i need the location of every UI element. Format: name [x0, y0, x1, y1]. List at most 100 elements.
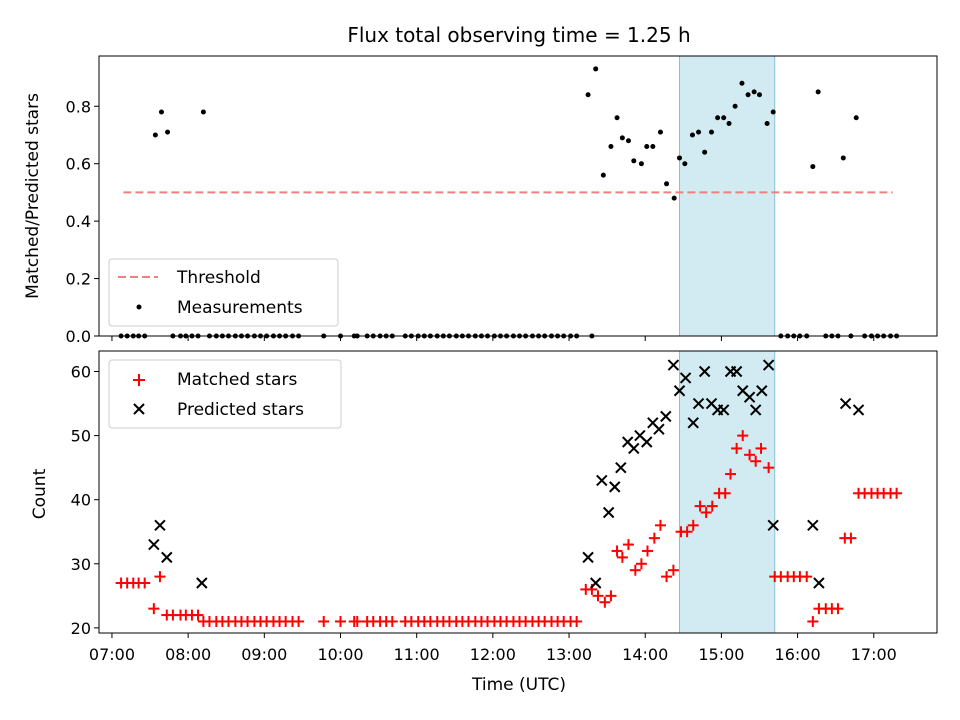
- matched-point: [605, 590, 617, 602]
- predicted-point: [582, 551, 594, 564]
- bottom-y-tick-label: 60: [71, 363, 91, 382]
- predicted-point: [749, 404, 762, 416]
- bottom-y-tick-label: 30: [71, 555, 91, 574]
- measurement-point: [853, 115, 859, 121]
- bottom-highlight-span: [679, 350, 776, 634]
- predicted-point: [813, 577, 825, 589]
- matched-point: [293, 615, 305, 627]
- predicted-point: [589, 577, 602, 589]
- measurement-point: [770, 109, 776, 115]
- matched-point: [386, 615, 398, 627]
- measurement-point: [158, 109, 164, 115]
- matched-point: [801, 571, 813, 583]
- measurement-point: [650, 143, 656, 149]
- predicted-point: [161, 551, 173, 564]
- predicted-point: [653, 423, 665, 435]
- predicted-point: [673, 385, 686, 397]
- matched-point: [642, 545, 654, 557]
- matched-point: [744, 449, 756, 461]
- measurement-point: [756, 92, 762, 98]
- measurement-point: [165, 129, 171, 135]
- predicted-point: [602, 506, 615, 519]
- predicted-point: [717, 404, 730, 416]
- bottom-y-axis-label: Count: [30, 468, 50, 519]
- chart-title: Flux total observing time = 1.25 h: [347, 23, 690, 47]
- matched-point: [648, 532, 660, 544]
- matched-point: [654, 519, 666, 531]
- predicted-point: [687, 417, 699, 429]
- measurement-point: [585, 92, 591, 98]
- top-highlight-span: [679, 55, 776, 337]
- measurement-point: [715, 115, 721, 121]
- predicted-point: [743, 391, 756, 403]
- measurement-point: [625, 138, 631, 144]
- x-tick-label: 09:00: [241, 645, 287, 664]
- matched-point: [351, 615, 363, 627]
- predicted-point: [807, 519, 819, 532]
- legend-matched-label: Matched stars: [177, 370, 297, 390]
- predicted-point: [762, 359, 775, 371]
- top-y-tick-label: 0.4: [66, 212, 91, 231]
- top-y-tick-label: 0.8: [66, 97, 91, 116]
- matched-point: [667, 564, 679, 576]
- matched-point: [154, 571, 166, 583]
- matched-point: [192, 609, 204, 621]
- top-legend: Threshold Measurements: [108, 258, 339, 327]
- measurement-point: [682, 161, 688, 167]
- matched-point: [318, 615, 330, 627]
- predicted-point: [839, 397, 852, 410]
- measurement-point: [751, 89, 757, 95]
- bottom-axes-frame: [98, 350, 938, 634]
- bottom-y-axis: 20 30 40 50 60: [71, 363, 99, 638]
- x-tick-label: 10:00: [317, 645, 363, 664]
- matched-point: [694, 500, 706, 512]
- predicted-point: [196, 577, 208, 589]
- legend-threshold-label: Threshold: [176, 268, 261, 288]
- predicted-point: [852, 404, 865, 416]
- matched-point: [139, 577, 151, 589]
- top-y-tick-label: 0.2: [66, 270, 91, 289]
- matched-point: [731, 442, 743, 454]
- matched-point: [635, 558, 647, 570]
- matched-point: [700, 507, 712, 519]
- matched-point: [616, 551, 628, 563]
- measurement-point: [840, 155, 846, 161]
- predicted-point: [641, 436, 653, 448]
- measurement-point: [614, 115, 620, 121]
- measurement-point: [815, 89, 821, 95]
- predicted-points: [148, 359, 865, 589]
- x-tick-label: 12:00: [470, 645, 516, 664]
- measurement-point: [671, 195, 677, 201]
- matched-point: [755, 442, 767, 454]
- top-legend-box: [108, 258, 339, 327]
- predicted-point: [730, 365, 743, 378]
- x-tick-label: 16:00: [775, 645, 821, 664]
- measurement-point: [608, 143, 614, 149]
- predicted-point: [628, 442, 640, 455]
- measurement-point: [702, 149, 708, 155]
- matched-point: [681, 526, 693, 538]
- matched-point: [687, 519, 699, 531]
- measurement-point: [593, 66, 599, 72]
- predicted-point: [660, 410, 672, 423]
- matched-point: [737, 430, 749, 442]
- predicted-point: [692, 397, 705, 410]
- measurement-point: [619, 135, 625, 141]
- x-axis-label: Time (UTC): [471, 675, 566, 695]
- predicted-point: [767, 519, 779, 532]
- top-y-tick-label: 0.6: [66, 155, 91, 174]
- legend-predicted-label: Predicted stars: [177, 400, 304, 420]
- measurement-point: [810, 164, 816, 170]
- measurement-point: [644, 143, 650, 149]
- matched-point: [763, 462, 775, 474]
- top-y-axis-label: Matched/Predicted stars: [23, 93, 43, 299]
- x-tick-label: 08:00: [165, 645, 211, 664]
- measurement-point: [721, 115, 727, 121]
- predicted-point: [615, 461, 627, 474]
- x-tick-label: 07:00: [89, 645, 135, 664]
- matched-point: [571, 615, 583, 627]
- top-y-axis: 0.0 0.2 0.4 0.6 0.8: [66, 97, 99, 346]
- matched-point: [891, 487, 903, 499]
- measurement-point: [709, 129, 715, 135]
